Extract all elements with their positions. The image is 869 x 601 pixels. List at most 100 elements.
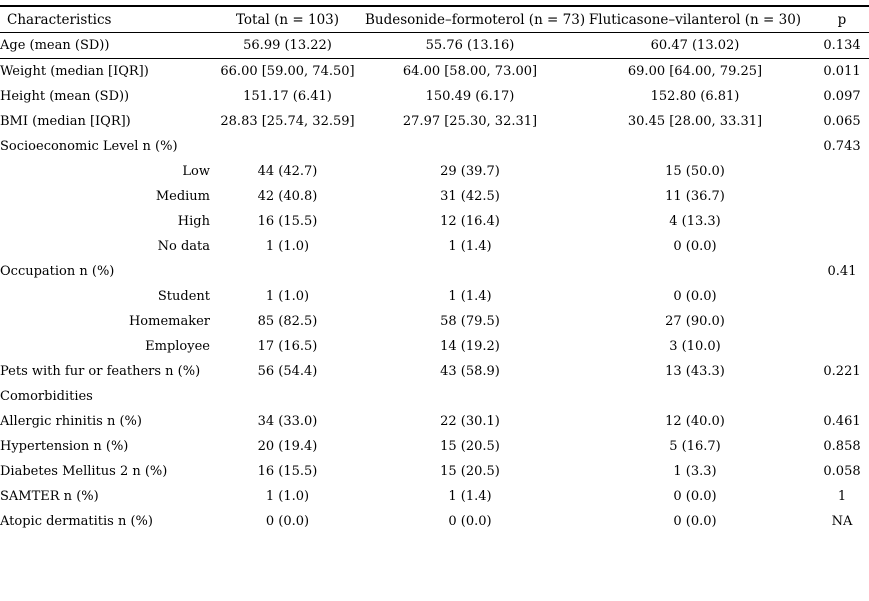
cell-p-value [815, 309, 869, 334]
table-body: Age (mean (SD)) 56.99 (13.22) 55.76 (13.… [0, 32, 869, 535]
cell-p-value: 0.011 [823, 64, 861, 79]
row-label: No data [157, 239, 210, 254]
row-label: Comorbidities [0, 389, 93, 404]
row-label: SAMTER n (%) [0, 489, 99, 504]
cell-fluticasone-vilanterol [575, 259, 815, 284]
cell-fluticasone-vilanterol: 3 (10.0) [669, 339, 721, 354]
row-label: Weight (median [IQR]) [0, 64, 149, 79]
cell-total: 17 (16.5) [257, 339, 318, 354]
cell-total: 151.17 (6.41) [243, 89, 332, 104]
cell-total: 1 (1.0) [265, 489, 310, 504]
cell-total: 44 (42.7) [257, 164, 318, 179]
row-label: Homemaker [128, 314, 210, 329]
cell-fluticasone-vilanterol [575, 134, 815, 159]
table-header: Characteristics Total (n = 103) Budesoni… [0, 5, 869, 33]
row-label: Atopic dermatitis n (%) [0, 514, 153, 529]
cell-p-value [815, 284, 869, 309]
cell-p-value [815, 384, 869, 409]
cell-p-value: 0.41 [827, 264, 857, 279]
cell-fluticasone-vilanterol: 0 (0.0) [673, 514, 717, 529]
table-row: Atopic dermatitis n (%) 0 (0.0) 0 (0.0) … [0, 509, 869, 534]
row-label: Socioeconomic Level n (%) [0, 139, 178, 154]
row-label: Medium [155, 189, 210, 204]
cell-budesonide-formoterol: 15 (20.5) [440, 439, 500, 454]
cell-budesonide-formoterol: 15 (20.5) [440, 464, 500, 479]
table-row: Homemaker 85 (82.5) 58 (79.5) 27 (90.0) [0, 309, 869, 334]
cell-fluticasone-vilanterol: 69.00 [64.00, 79.25] [627, 64, 763, 79]
cell-p-value: 0.461 [823, 414, 861, 429]
table-row: Socioeconomic Level n (%) 0.743 [0, 134, 869, 159]
row-label: Hypertension n (%) [0, 439, 129, 454]
cell-total [210, 384, 365, 409]
cell-p-value: 0.858 [823, 439, 861, 454]
cell-total: 56 (54.4) [257, 364, 318, 379]
table-row: Weight (median [IQR]) 66.00 [59.00, 74.5… [0, 59, 869, 85]
cell-fluticasone-vilanterol: 4 (13.3) [669, 214, 721, 229]
table-row: Student 1 (1.0) 1 (1.4) 0 (0.0) [0, 284, 869, 309]
table-row: No data 1 (1.0) 1 (1.4) 0 (0.0) [0, 234, 869, 259]
cell-budesonide-formoterol: 0 (0.0) [448, 514, 492, 529]
row-label: Pets with fur or feathers n (%) [0, 364, 201, 379]
table-row: Medium 42 (40.8) 31 (42.5) 11 (36.7) [0, 184, 869, 209]
row-label: Diabetes Mellitus 2 n (%) [0, 464, 168, 479]
column-header-p-value: p [815, 5, 869, 33]
cell-total: 34 (33.0) [257, 414, 318, 429]
cell-budesonide-formoterol [365, 134, 575, 159]
cell-fluticasone-vilanterol: 1 (3.3) [673, 464, 717, 479]
table-row: Age (mean (SD)) 56.99 (13.22) 55.76 (13.… [0, 32, 869, 59]
cell-budesonide-formoterol: 12 (16.4) [440, 214, 500, 229]
cell-budesonide-formoterol: 64.00 [58.00, 73.00] [402, 64, 538, 79]
cell-total: 1 (1.0) [265, 239, 310, 254]
cell-budesonide-formoterol [365, 384, 575, 409]
column-header-characteristics: Characteristics [0, 5, 210, 33]
cell-p-value: 0.058 [823, 464, 861, 479]
cell-total: 56.99 (13.22) [210, 32, 365, 59]
cell-total [210, 259, 365, 284]
cell-p-value: 0.065 [823, 114, 861, 129]
row-label: Low [182, 164, 210, 179]
cell-budesonide-formoterol: 55.76 (13.16) [365, 32, 575, 59]
cell-total: 1 (1.0) [265, 289, 310, 304]
cell-budesonide-formoterol [365, 259, 575, 284]
cell-total: 0 (0.0) [265, 514, 310, 529]
cell-fluticasone-vilanterol: 12 (40.0) [665, 414, 725, 429]
cell-budesonide-formoterol: 27.97 [25.30, 32.31] [402, 114, 538, 129]
column-header-total: Total (n = 103) [210, 5, 365, 33]
cell-total: 20 (19.4) [257, 439, 318, 454]
cell-fluticasone-vilanterol: 15 (50.0) [665, 164, 725, 179]
table-row: Allergic rhinitis n (%) 34 (33.0) 22 (30… [0, 409, 869, 434]
cell-p-value: 0.097 [823, 89, 861, 104]
cell-fluticasone-vilanterol: 0 (0.0) [673, 489, 717, 504]
cell-budesonide-formoterol: 58 (79.5) [440, 314, 500, 329]
table-row: Low 44 (42.7) 29 (39.7) 15 (50.0) [0, 159, 869, 184]
table-row: Diabetes Mellitus 2 n (%) 16 (15.5) 15 (… [0, 459, 869, 484]
cell-p-value: 0.743 [823, 139, 861, 154]
row-label: Age (mean (SD)) [0, 32, 210, 59]
cell-fluticasone-vilanterol: 152.80 (6.81) [650, 89, 740, 104]
cell-total: 16 (15.5) [257, 464, 318, 479]
table-row: Pets with fur or feathers n (%) 56 (54.4… [0, 359, 869, 384]
cell-fluticasone-vilanterol: 11 (36.7) [665, 189, 725, 204]
cell-p-value: 1 [837, 489, 847, 504]
cell-total: 85 (82.5) [257, 314, 318, 329]
cell-total: 66.00 [59.00, 74.50] [220, 64, 355, 79]
row-label: BMI (median [IQR]) [0, 114, 131, 129]
cell-fluticasone-vilanterol: 5 (16.7) [669, 439, 721, 454]
cell-fluticasone-vilanterol: 27 (90.0) [665, 314, 725, 329]
cell-budesonide-formoterol: 150.49 (6.17) [425, 89, 515, 104]
cell-p-value [815, 184, 869, 209]
table-row: Height (mean (SD)) 151.17 (6.41) 150.49 … [0, 84, 869, 109]
cell-p-value [815, 209, 869, 234]
cell-fluticasone-vilanterol: 60.47 (13.02) [575, 32, 815, 59]
row-label: Employee [145, 339, 210, 354]
cell-p-value [815, 334, 869, 359]
table-row: BMI (median [IQR]) 28.83 [25.74, 32.59] … [0, 109, 869, 134]
column-header-budesonide-formoterol: Budesonide–formoterol (n = 73) [365, 5, 585, 33]
table-header-row: Characteristics Total (n = 103) Budesoni… [0, 5, 869, 33]
cell-fluticasone-vilanterol: 0 (0.0) [673, 289, 717, 304]
cell-fluticasone-vilanterol [575, 384, 815, 409]
cell-budesonide-formoterol: 22 (30.1) [440, 414, 500, 429]
cell-budesonide-formoterol: 29 (39.7) [440, 164, 500, 179]
cell-budesonide-formoterol: 14 (19.2) [440, 339, 500, 354]
table-row: High 16 (15.5) 12 (16.4) 4 (13.3) [0, 209, 869, 234]
